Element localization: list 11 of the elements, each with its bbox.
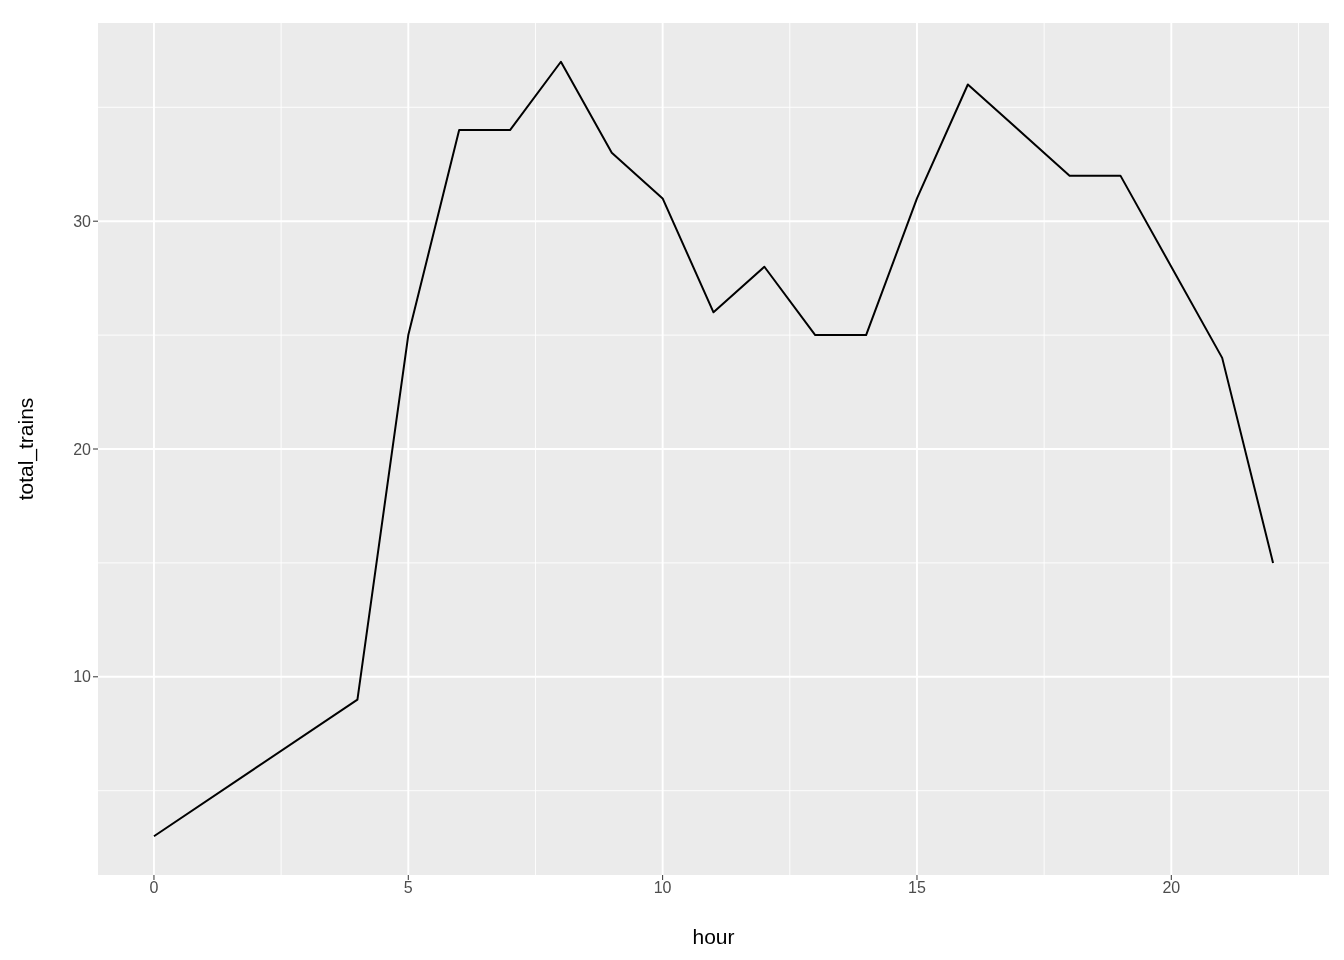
x-tick-label: 10 [653,879,672,897]
y-tick-label: 20 [73,440,92,458]
x-axis-title: hour [692,925,735,948]
x-tick-label: 20 [1162,879,1181,897]
x-tick-label: 15 [908,879,926,897]
y-tick-label: 10 [73,668,92,686]
x-tick-label: 0 [149,879,159,897]
y-tick-label: 30 [73,212,92,230]
x-tick-label: 5 [403,879,413,897]
y-axis-title: total_trains [14,397,39,501]
line-series [152,60,1275,838]
